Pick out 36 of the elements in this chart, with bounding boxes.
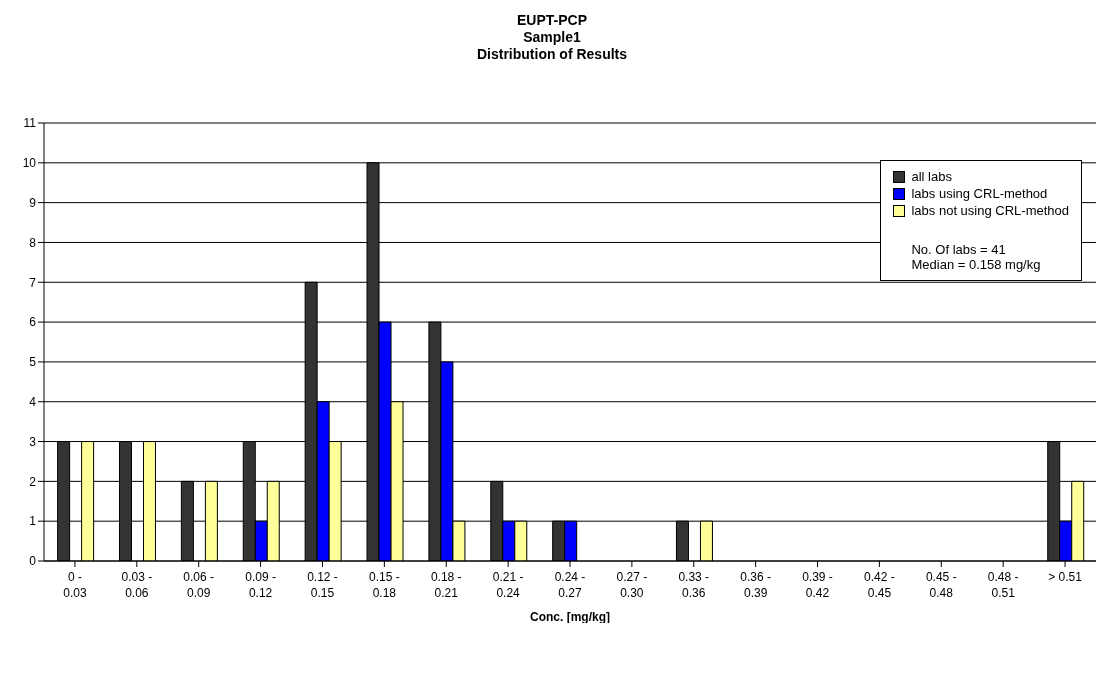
x-tick-label: 0.18 - 0.21 bbox=[430, 570, 462, 600]
x-tick-label: 0.36 - 0.39 bbox=[740, 570, 771, 600]
x-tick-label: 0.27 - 0.30 bbox=[616, 570, 648, 600]
annotation: No. Of labs = 41 bbox=[911, 242, 1007, 257]
chart-title: EUPT-PCP Sample1 Distribution of Results bbox=[475, 12, 629, 63]
legend-label: all labs bbox=[910, 169, 953, 184]
y-tick-label: 11 bbox=[23, 116, 37, 131]
x-tick-label: 0.12 - 0.15 bbox=[307, 570, 338, 600]
y-tick-label: 1 bbox=[29, 514, 37, 529]
y-tick-label: 10 bbox=[22, 156, 37, 171]
x-axis-title: Conc. [mg/kg] bbox=[530, 610, 610, 624]
annotation: Median = 0.158 mg/kg bbox=[911, 257, 1042, 272]
y-tick-label: 8 bbox=[29, 235, 37, 250]
x-tick-label: 0.09 - 0.12 bbox=[245, 570, 276, 600]
x-tick-label: 0.06 - 0.09 bbox=[183, 570, 215, 600]
x-tick-label: 0.39 - 0.42 bbox=[802, 570, 833, 600]
x-tick-label: 0.45 - 0.48 bbox=[925, 570, 957, 600]
x-tick-label: 0.03 - 0.06 bbox=[121, 570, 153, 600]
y-tick-label: 5 bbox=[29, 355, 37, 370]
legend-label: labs using CRL-method bbox=[910, 186, 1049, 201]
y-tick-label: 3 bbox=[29, 434, 37, 449]
x-tick-label: 0.15 - 0.18 bbox=[369, 570, 400, 600]
x-tick-label: 0 - 0.03 bbox=[63, 570, 87, 600]
y-tick-label: 7 bbox=[29, 275, 37, 290]
x-tick-label: 0.21 - 0.24 bbox=[492, 570, 524, 600]
x-tick-label: 0.24 - 0.27 bbox=[554, 570, 586, 600]
y-tick-label: 6 bbox=[29, 315, 37, 330]
y-tick-label: 0 bbox=[29, 554, 37, 569]
y-tick-label: 9 bbox=[29, 195, 37, 210]
x-tick-label: 0.33 - 0.36 bbox=[678, 570, 710, 600]
x-tick-label: 0.48 - 0.51 bbox=[987, 570, 1019, 600]
y-tick-label: 4 bbox=[29, 394, 37, 409]
legend-label: labs not using CRL-method bbox=[910, 203, 1069, 218]
y-tick-label: 2 bbox=[29, 474, 37, 489]
x-tick-label: > 0.51 bbox=[1048, 570, 1083, 584]
x-tick-label: 0.42 - 0.45 bbox=[864, 570, 895, 600]
